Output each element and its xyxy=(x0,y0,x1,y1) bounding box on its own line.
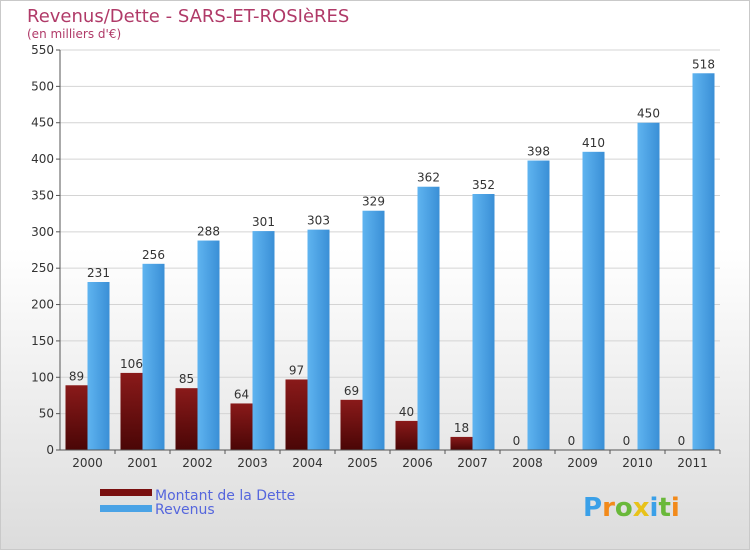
legend-label-revenus: Revenus xyxy=(155,502,215,518)
debt-value-label: 85 xyxy=(179,372,194,386)
logo-letter: i xyxy=(671,493,680,523)
x-tick-label: 2006 xyxy=(402,456,433,470)
revenus-value-label: 410 xyxy=(582,136,605,150)
logo-letter: t xyxy=(658,493,670,523)
x-axis: 2000 2001 2002 2003 2004 2005 2006 2007 2008 2009… xyxy=(60,449,721,470)
logo-letter: r xyxy=(602,493,615,523)
debt-value-label: 18 xyxy=(454,421,469,435)
revenus-bar xyxy=(527,160,550,450)
logo-letter: x xyxy=(633,493,650,523)
y-tick-label: 350 xyxy=(31,188,54,202)
revenus-bar xyxy=(197,240,220,450)
debt-bar xyxy=(450,436,473,450)
revenus-bar xyxy=(582,151,605,450)
revenus-bar xyxy=(362,210,385,450)
y-tick-label: 0 xyxy=(46,443,54,457)
x-tick-label: 2000 xyxy=(72,456,103,470)
y-tick-label: 100 xyxy=(31,370,54,384)
y-tick-label: 150 xyxy=(31,334,54,348)
revenus-value-label: 450 xyxy=(637,107,660,121)
legend-label-debt: Montant de la Dette xyxy=(155,488,295,504)
x-tick-label: 2011 xyxy=(677,456,708,470)
revenus-value-label: 231 xyxy=(87,266,110,280)
revenus-value-label: 352 xyxy=(472,178,495,192)
logo-letter: o xyxy=(615,493,633,523)
x-tick-label: 2004 xyxy=(292,456,323,470)
chart-subtitle: (en milliers d'€) xyxy=(27,27,121,41)
revenus-value-label: 398 xyxy=(527,145,550,159)
debt-bar xyxy=(175,388,198,450)
debt-value-label: 69 xyxy=(344,384,359,398)
y-tick-label: 500 xyxy=(31,79,54,93)
revenus-bar xyxy=(87,282,110,450)
grid xyxy=(60,49,720,415)
x-tick-label: 2003 xyxy=(237,456,268,470)
x-tick-label: 2002 xyxy=(182,456,213,470)
debt-value-label: 0 xyxy=(623,434,631,448)
revenus-value-label: 362 xyxy=(417,171,440,185)
y-tick-label: 450 xyxy=(31,116,54,130)
debt-bar xyxy=(65,385,88,450)
debt-bar xyxy=(395,420,418,450)
debt-value-label: 40 xyxy=(399,405,414,419)
revenus-bar xyxy=(637,122,660,451)
bars: 89 231 106 256 85 288 64 301 97 303 69 329 40 362 18 35… xyxy=(65,57,715,451)
debt-value-label: 0 xyxy=(568,434,576,448)
debt-value-label: 97 xyxy=(289,363,304,377)
revenus-value-label: 303 xyxy=(307,214,330,228)
revenus-bar xyxy=(692,73,715,450)
x-tick-label: 2008 xyxy=(512,456,543,470)
y-axis: 0 50 100 150 200 250 300 350 400 450 500 550 xyxy=(31,43,61,457)
y-tick-label: 50 xyxy=(39,407,54,421)
debt-value-label: 0 xyxy=(513,434,521,448)
debt-value-label: 64 xyxy=(234,387,249,401)
y-tick-label: 200 xyxy=(31,298,54,312)
legend-swatch-revenus xyxy=(100,505,152,512)
debt-value-label: 0 xyxy=(678,434,686,448)
revenus-bar xyxy=(307,229,330,450)
x-tick-label: 2010 xyxy=(622,456,653,470)
revenus-value-label: 329 xyxy=(362,195,385,209)
x-tick-label: 2007 xyxy=(457,456,488,470)
x-tick-label: 2009 xyxy=(567,456,598,470)
y-tick-label: 550 xyxy=(31,43,54,57)
logo-letter: P xyxy=(583,493,602,523)
debt-bar xyxy=(285,379,308,450)
x-tick-label: 2005 xyxy=(347,456,378,470)
chart-title: Revenus/Dette - SARS-ET-ROSIèRES xyxy=(27,6,349,27)
x-tick-label: 2001 xyxy=(127,456,158,470)
revenus-bar xyxy=(142,263,165,450)
legend: Montant de la Dette Revenus xyxy=(100,488,295,518)
revenus-value-label: 518 xyxy=(692,57,715,71)
revenus-bar xyxy=(472,194,495,450)
revenus-value-label: 288 xyxy=(197,225,220,239)
debt-bar xyxy=(340,399,363,450)
logo-letter: i xyxy=(650,493,659,523)
revenus-value-label: 256 xyxy=(142,248,165,262)
debt-value-label: 89 xyxy=(69,369,84,383)
debt-bar xyxy=(230,403,253,450)
debt-bar xyxy=(120,372,143,450)
y-tick-label: 300 xyxy=(31,225,54,239)
revenus-bar xyxy=(252,231,275,450)
legend-swatch-debt xyxy=(100,489,152,496)
revenus-value-label: 301 xyxy=(252,215,275,229)
revenus-bar xyxy=(417,186,440,450)
y-tick-label: 400 xyxy=(31,152,54,166)
y-tick-label: 250 xyxy=(31,261,54,275)
proxiti-logo: Proxiti xyxy=(583,493,680,523)
debt-value-label: 106 xyxy=(120,357,143,371)
